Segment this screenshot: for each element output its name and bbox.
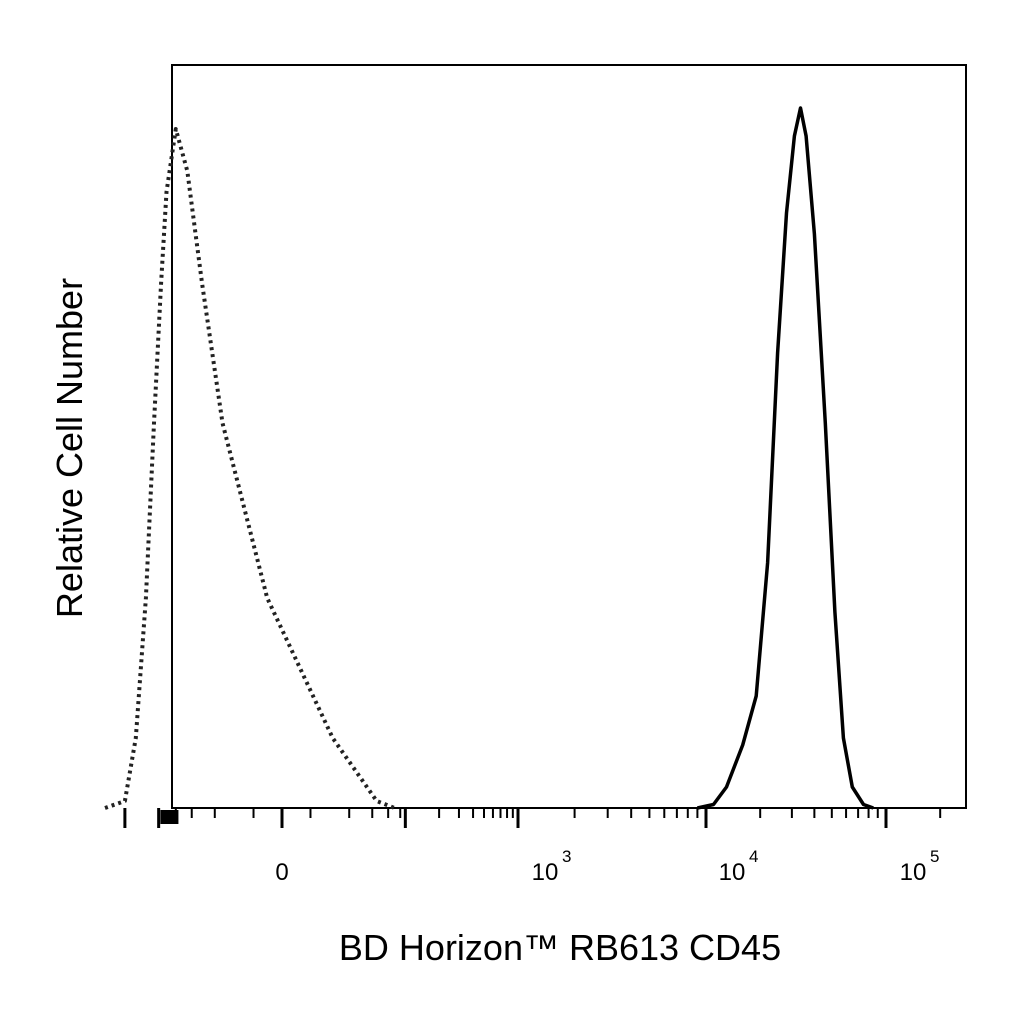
x-tick-label: 10	[900, 859, 927, 886]
plot-frame	[171, 64, 967, 809]
x-tick-exponent: 4	[749, 847, 758, 866]
zero-marker	[160, 810, 179, 824]
histogram-series-2	[697, 106, 874, 810]
x-axis-label: BD Horizon™ RB613 CD45	[338, 927, 782, 968]
x-tick-exponent: 3	[562, 847, 571, 866]
x-tick-label: 10	[532, 859, 559, 886]
series-layer	[104, 106, 874, 810]
y-axis-label: Relative Cell Number	[49, 277, 90, 619]
x-tick-label: 0	[275, 859, 288, 886]
x-axis-ticks	[123, 808, 942, 828]
x-tick-label: 10	[719, 859, 746, 886]
histogram-series-1	[104, 127, 396, 810]
x-tick-exponent: 5	[930, 847, 939, 866]
